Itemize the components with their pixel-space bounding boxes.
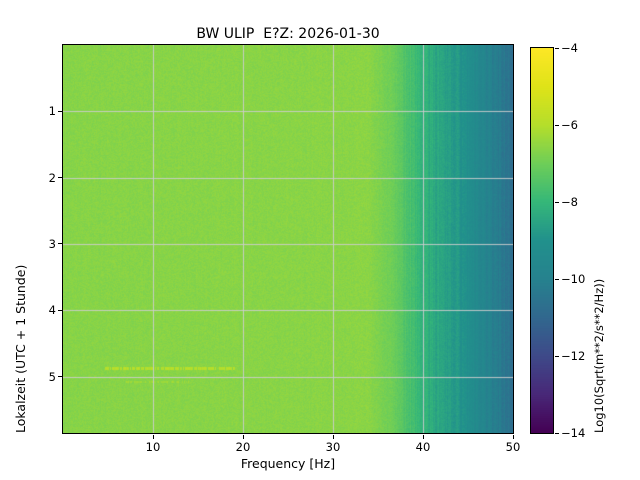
colorbar-tick: [554, 201, 559, 203]
y-tick: [57, 177, 62, 179]
y-tick-label: 1: [48, 104, 56, 119]
x-tick-label: 40: [415, 440, 431, 454]
colorbar-tick: [554, 355, 559, 357]
colorbar-tick-label: −8: [561, 195, 578, 209]
colorbar-tick-label: −4: [561, 41, 578, 55]
colorbar: [529, 46, 554, 434]
x-tick: [422, 434, 424, 439]
x-tick-label: 50: [505, 440, 521, 454]
plot-area: [61, 43, 514, 434]
colorbar-gradient-canvas: [530, 47, 553, 433]
x-tick: [242, 434, 244, 439]
x-tick: [152, 434, 154, 439]
spectrogram-heatmap-canvas: [62, 44, 513, 433]
y-tick: [57, 309, 62, 311]
colorbar-tick-label: −10: [561, 272, 586, 286]
colorbar-label: Log10(Sqrt(m**2/s**2/Hz)): [592, 278, 606, 433]
y-tick: [57, 110, 62, 112]
x-axis-label: Frequency [Hz]: [240, 456, 336, 471]
x-tick-label: 30: [325, 440, 341, 454]
y-tick-label: 3: [48, 236, 56, 251]
colorbar-tick: [554, 278, 559, 280]
x-tick-label: 20: [235, 440, 251, 454]
colorbar-tick: [554, 432, 559, 434]
colorbar-tick: [554, 124, 559, 126]
y-tick-label: 5: [48, 369, 56, 384]
y-tick-label: 2: [48, 170, 56, 185]
x-tick: [512, 434, 514, 439]
x-tick-label: 10: [145, 440, 161, 454]
colorbar-tick-label: −14: [561, 426, 586, 440]
colorbar-tick: [554, 47, 559, 49]
colorbar-tick-label: −6: [561, 118, 578, 132]
x-tick: [332, 434, 334, 439]
y-tick-label: 4: [48, 303, 56, 318]
y-axis-label: Lokalzeit (UTC + 1 Stunde): [13, 264, 28, 433]
chart-title: BW ULIP E?Z: 2026-01-30: [196, 26, 380, 42]
y-tick: [57, 243, 62, 245]
y-tick: [57, 376, 62, 378]
colorbar-tick-label: −12: [561, 349, 586, 363]
